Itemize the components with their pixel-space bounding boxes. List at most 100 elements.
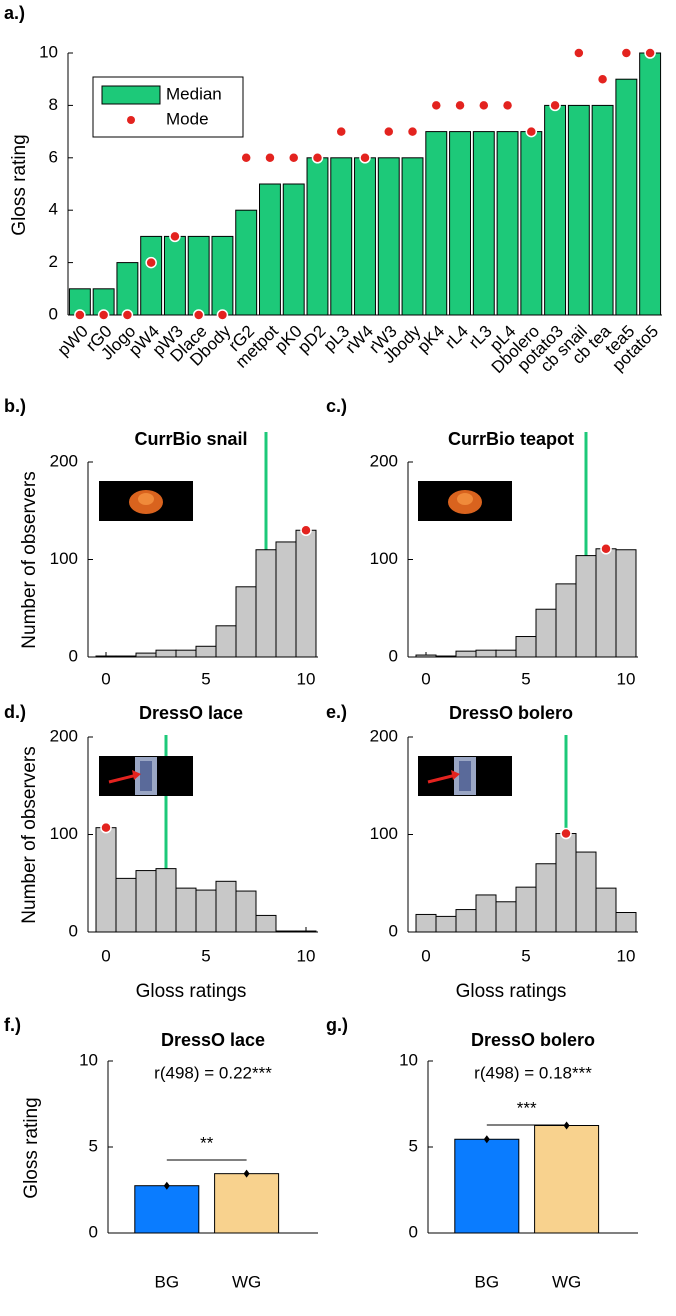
x-tick-label: BG — [155, 1272, 180, 1291]
histogram-bar — [295, 930, 317, 933]
thumbnail-arrow — [427, 773, 457, 784]
mode-point — [501, 99, 514, 112]
mode-point — [192, 309, 205, 321]
mode-point — [169, 230, 181, 243]
bar — [377, 157, 400, 316]
y-axis-label: Number of observers — [19, 746, 40, 923]
mode-point — [335, 125, 347, 138]
histogram-bar — [535, 863, 557, 933]
y-tick-label: 0 — [49, 304, 58, 323]
panel-label: e.) — [326, 702, 347, 722]
y-axis-label: Gloss rating — [9, 134, 30, 235]
x-tick-label: WG — [232, 1272, 261, 1291]
bar — [163, 235, 186, 316]
bar — [591, 104, 614, 316]
y-tick-label: 200 — [370, 451, 398, 470]
mode-point — [560, 827, 572, 840]
mode-point — [145, 256, 157, 269]
bar — [534, 1125, 600, 1234]
histogram-bar — [415, 913, 437, 933]
bar — [639, 52, 662, 316]
y-tick-label: 4 — [49, 200, 58, 219]
histogram-bar — [215, 625, 237, 658]
histogram-bar — [135, 652, 157, 658]
histogram-bar — [195, 645, 217, 658]
histogram-bar — [595, 548, 617, 658]
mode-point — [620, 47, 633, 59]
mode-point — [549, 99, 561, 112]
mode-point — [287, 152, 300, 164]
bar — [425, 131, 448, 316]
significance-label: *** — [517, 1098, 537, 1117]
y-tick-label: 0 — [409, 1222, 418, 1241]
histogram-bar — [555, 833, 577, 933]
histogram-bar — [235, 890, 257, 933]
y-tick-label: 10 — [39, 42, 58, 61]
panel-label: g.) — [326, 1015, 348, 1035]
legend-label: Median — [166, 84, 222, 103]
chart-title: CurrBio teapot — [448, 429, 574, 449]
chart-title: DressO bolero — [449, 703, 573, 723]
y-tick-label: 200 — [370, 726, 398, 745]
y-tick-label: 10 — [79, 1050, 98, 1069]
histogram-bar — [255, 549, 277, 658]
thumbnail-arrow — [451, 770, 460, 780]
panel-label: c.) — [326, 396, 347, 416]
bar — [134, 1185, 200, 1234]
thumbnail-object — [138, 493, 154, 505]
y-tick-label: 100 — [50, 549, 78, 568]
mode-point — [97, 309, 110, 321]
y-tick-label: 200 — [50, 726, 78, 745]
mode-point — [600, 543, 612, 555]
histogram-bar — [255, 914, 277, 933]
histogram-bar — [475, 649, 497, 658]
histogram-bar — [475, 894, 497, 933]
legend-swatch — [127, 116, 135, 124]
histogram-bar — [115, 655, 137, 658]
mode-point — [478, 99, 490, 112]
bar — [449, 131, 471, 316]
histogram-bar — [595, 887, 617, 933]
bar — [187, 235, 210, 316]
histogram-bar — [155, 649, 177, 658]
histogram-bar — [615, 549, 637, 658]
x-tick-label: BG — [475, 1272, 500, 1291]
mode-point — [573, 47, 585, 59]
mode-point — [596, 73, 609, 85]
y-tick-label: 100 — [370, 824, 398, 843]
mode-point — [430, 99, 443, 112]
y-tick-label: 10 — [399, 1050, 418, 1069]
bar — [354, 157, 376, 316]
x-tick-label: WG — [552, 1272, 581, 1291]
x-tick-label: 5 — [521, 669, 530, 688]
histogram-bar — [515, 636, 537, 658]
histogram-bar — [175, 649, 197, 658]
mode-point — [74, 309, 86, 321]
histogram-bar — [455, 650, 477, 658]
bar — [330, 157, 353, 316]
x-tick-label: 10 — [617, 946, 636, 965]
bar — [472, 131, 495, 316]
y-tick-label: 2 — [49, 252, 58, 271]
mode-point — [100, 821, 112, 834]
thumbnail-object — [457, 493, 473, 505]
x-tick-label: 10 — [297, 946, 316, 965]
mode-point — [359, 152, 371, 164]
bar — [306, 157, 329, 316]
bar — [214, 1173, 280, 1234]
mode-point — [121, 309, 134, 321]
bar — [520, 131, 543, 316]
x-tick-label: 0 — [101, 946, 110, 965]
x-tick-label: 5 — [521, 946, 530, 965]
y-tick-label: 5 — [409, 1136, 418, 1155]
histogram-bar — [495, 649, 517, 658]
bar — [116, 262, 139, 316]
histogram-bar — [415, 654, 437, 658]
y-tick-label: 0 — [89, 1222, 98, 1241]
y-tick-label: 100 — [50, 824, 78, 843]
y-tick-label: 0 — [389, 646, 398, 665]
legend-swatch — [101, 85, 161, 105]
x-tick-label: 0 — [421, 669, 430, 688]
bar — [401, 157, 424, 316]
histogram-bar — [115, 877, 137, 933]
